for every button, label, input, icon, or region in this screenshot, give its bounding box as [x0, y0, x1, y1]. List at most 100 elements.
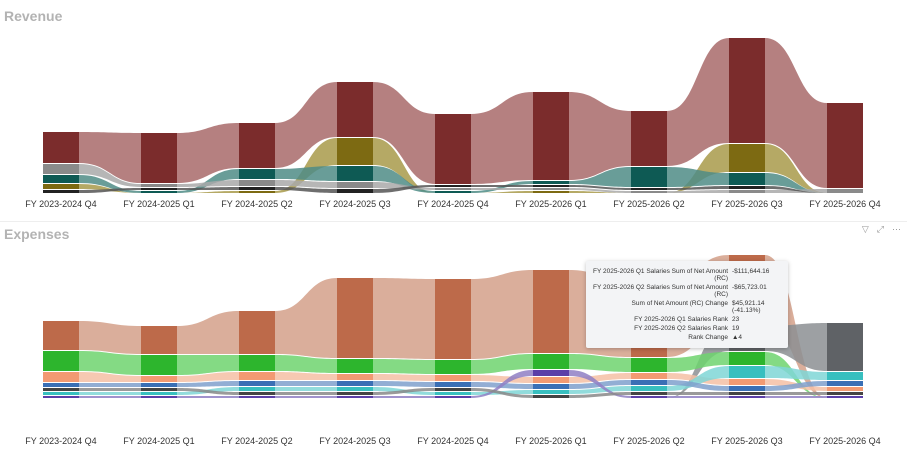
bar-segment[interactable]: [141, 326, 177, 354]
bar-segment[interactable]: [435, 360, 471, 374]
bar-segment[interactable]: [631, 380, 667, 385]
ribbon-series-1[interactable]: [275, 278, 337, 358]
ribbon-series-4[interactable]: [373, 182, 435, 190]
bar-segment[interactable]: [337, 374, 373, 380]
bar-segment[interactable]: [827, 387, 863, 391]
filter-icon[interactable]: ▽: [861, 224, 869, 234]
bar-segment[interactable]: [141, 133, 177, 183]
bar-segment[interactable]: [729, 144, 765, 172]
bar-segment[interactable]: [43, 190, 79, 193]
ribbon-series-5[interactable]: [471, 185, 533, 187]
ribbon-series-8[interactable]: [275, 392, 337, 395]
bar-segment[interactable]: [631, 396, 667, 398]
bar-segment[interactable]: [43, 383, 79, 387]
bar-segment[interactable]: [435, 375, 471, 381]
bar-segment[interactable]: [533, 191, 569, 193]
ribbon-series-8[interactable]: [765, 392, 827, 395]
bar-segment[interactable]: [337, 396, 373, 398]
focus-mode-icon[interactable]: ⤢: [876, 224, 884, 234]
ribbon-series-6[interactable]: [373, 381, 435, 387]
ribbon-series-1[interactable]: [177, 311, 239, 354]
ribbon-series-5[interactable]: [373, 185, 435, 193]
ribbon-series-5[interactable]: [569, 185, 631, 190]
ribbon-series-6[interactable]: [177, 381, 239, 387]
ribbon-series-5[interactable]: [765, 186, 827, 193]
ribbon-series-2[interactable]: [471, 191, 533, 193]
bar-segment[interactable]: [43, 351, 79, 371]
ribbon-series-8[interactable]: [569, 392, 631, 398]
ribbon-series-3[interactable]: [373, 166, 435, 193]
bar-segment[interactable]: [43, 175, 79, 183]
bar-segment[interactable]: [239, 187, 275, 190]
bar-segment[interactable]: [43, 388, 79, 391]
ribbon-series-7[interactable]: [765, 396, 827, 398]
bar-segment[interactable]: [337, 381, 373, 386]
ribbon-series-2[interactable]: [373, 138, 435, 193]
ribbon-series-1[interactable]: [79, 132, 141, 183]
bar-segment[interactable]: [729, 366, 765, 378]
bar-segment[interactable]: [533, 377, 569, 383]
ribbon-series-5[interactable]: [667, 186, 729, 190]
bar-segment[interactable]: [239, 169, 275, 179]
bar-segment[interactable]: [141, 184, 177, 187]
bar-segment[interactable]: [729, 173, 765, 185]
bar-segment[interactable]: [43, 392, 79, 395]
bar-segment[interactable]: [435, 114, 471, 184]
bar-segment[interactable]: [729, 392, 765, 395]
ribbon-series-4[interactable]: [275, 372, 337, 380]
ribbon-series-7[interactable]: [177, 396, 239, 398]
ribbon-series-4[interactable]: [667, 190, 729, 193]
bar-segment[interactable]: [43, 321, 79, 350]
bar-segment[interactable]: [337, 278, 373, 358]
ribbon-series-7[interactable]: [471, 370, 533, 398]
ribbon-series-6[interactable]: [79, 383, 141, 387]
ribbon-series-4[interactable]: [569, 373, 631, 383]
bar-segment[interactable]: [337, 387, 373, 391]
bar-segment[interactable]: [239, 355, 275, 371]
ribbon-series-4[interactable]: [275, 180, 337, 188]
bar-segment[interactable]: [533, 384, 569, 389]
ribbon-series-8[interactable]: [667, 392, 729, 395]
bar-segment[interactable]: [827, 372, 863, 380]
bar-segment[interactable]: [43, 184, 79, 189]
bar-segment[interactable]: [239, 381, 275, 386]
bar-segment[interactable]: [435, 185, 471, 187]
more-options-icon[interactable]: ⋯: [892, 224, 901, 234]
ribbon-series-5[interactable]: [79, 392, 141, 395]
ribbon-series-5[interactable]: [569, 386, 631, 394]
bar-segment[interactable]: [533, 270, 569, 353]
bar-segment[interactable]: [239, 396, 275, 398]
bar-segment[interactable]: [141, 191, 177, 193]
ribbon-series-3[interactable]: [569, 167, 631, 187]
ribbon-series-5[interactable]: [275, 387, 337, 391]
bar-segment[interactable]: [337, 82, 373, 137]
bar-segment[interactable]: [631, 392, 667, 395]
ribbon-series-3[interactable]: [471, 354, 533, 374]
bar-segment[interactable]: [337, 138, 373, 165]
ribbon-series-3[interactable]: [667, 352, 729, 372]
bar-segment[interactable]: [435, 188, 471, 190]
bar-segment[interactable]: [631, 188, 667, 190]
ribbon-series-4[interactable]: [79, 372, 141, 382]
bar-segment[interactable]: [729, 352, 765, 365]
ribbon-series-1[interactable]: [373, 278, 435, 359]
bar-segment[interactable]: [141, 376, 177, 382]
ribbon-series-3[interactable]: [765, 173, 827, 193]
bar-segment[interactable]: [729, 38, 765, 143]
ribbon-series-3[interactable]: [373, 359, 435, 374]
ribbon-series-8[interactable]: [471, 388, 533, 398]
ribbon-series-2[interactable]: [765, 144, 827, 193]
ribbon-series-3[interactable]: [79, 175, 141, 193]
bar-segment[interactable]: [141, 396, 177, 398]
bar-segment[interactable]: [239, 387, 275, 391]
bar-segment[interactable]: [827, 392, 863, 395]
ribbon-series-8[interactable]: [373, 388, 435, 395]
ribbon-series-2[interactable]: [177, 191, 239, 193]
bar-segment[interactable]: [533, 181, 569, 184]
ribbon-series-5[interactable]: [275, 187, 337, 193]
bar-segment[interactable]: [239, 372, 275, 380]
bar-segment[interactable]: [729, 396, 765, 398]
ribbon-series-1[interactable]: [79, 321, 141, 354]
ribbon-series-3[interactable]: [177, 355, 239, 375]
ribbon-series-5[interactable]: [765, 366, 827, 380]
